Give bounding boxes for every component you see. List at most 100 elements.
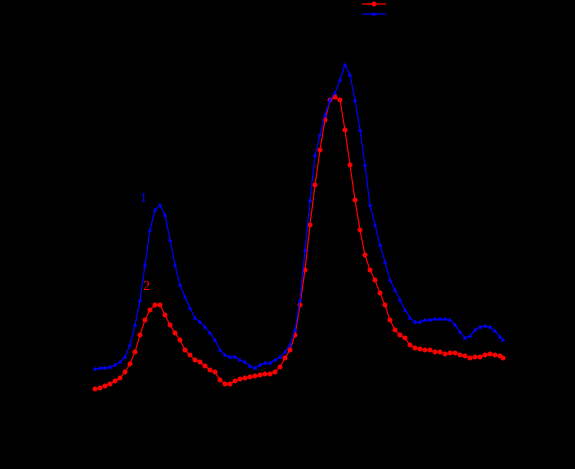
- marker: [500, 337, 506, 342]
- marker: [322, 112, 328, 117]
- marker: [262, 360, 268, 365]
- marker: [267, 371, 273, 377]
- marker: [457, 352, 463, 358]
- marker: [307, 222, 313, 228]
- marker: [392, 327, 398, 333]
- marker: [267, 360, 273, 365]
- marker: [342, 62, 348, 67]
- marker: [102, 383, 108, 389]
- marker: [422, 317, 428, 322]
- marker: [377, 290, 383, 296]
- marker: [97, 385, 103, 391]
- marker: [500, 355, 506, 361]
- marker: [202, 324, 208, 329]
- marker: [302, 247, 308, 252]
- marker: [237, 357, 243, 362]
- marker: [382, 259, 388, 264]
- marker: [287, 347, 293, 353]
- marker: [227, 381, 233, 387]
- marker: [427, 347, 433, 353]
- marker: [437, 349, 443, 355]
- marker: [197, 319, 203, 324]
- marker: [127, 342, 133, 347]
- marker: [147, 227, 153, 232]
- marker: [187, 305, 193, 310]
- marker: [497, 334, 503, 339]
- marker: [327, 97, 333, 102]
- marker: [222, 352, 228, 357]
- marker: [357, 227, 363, 233]
- marker: [347, 162, 353, 168]
- annotation: 2: [143, 279, 150, 294]
- marker: [307, 197, 313, 202]
- marker: [287, 342, 293, 347]
- marker: [162, 212, 168, 217]
- marker: [362, 162, 368, 167]
- marker: [447, 317, 453, 322]
- marker: [367, 267, 373, 273]
- marker: [272, 357, 278, 362]
- marker: [242, 359, 248, 364]
- marker: [467, 333, 473, 338]
- marker: [452, 322, 458, 327]
- marker: [277, 364, 283, 370]
- marker: [272, 369, 278, 375]
- marker: [372, 222, 378, 227]
- marker: [447, 350, 453, 356]
- marker: [127, 361, 133, 367]
- marker: [242, 375, 248, 381]
- marker: [432, 316, 438, 321]
- marker: [292, 327, 298, 332]
- marker: [172, 262, 178, 267]
- marker: [182, 294, 188, 299]
- marker: [477, 324, 483, 329]
- marker: [142, 262, 148, 267]
- marker: [157, 202, 163, 207]
- marker: [207, 367, 213, 373]
- marker: [232, 378, 238, 384]
- marker: [487, 324, 493, 329]
- marker: [472, 354, 478, 360]
- marker: [277, 354, 283, 359]
- marker: [192, 315, 198, 320]
- marker: [462, 353, 468, 359]
- marker: [252, 373, 258, 379]
- marker: [382, 302, 388, 308]
- marker: [442, 316, 448, 321]
- marker: [192, 357, 198, 363]
- marker: [482, 352, 488, 358]
- annotation: 1: [140, 191, 147, 206]
- marker: [167, 237, 173, 242]
- marker: [227, 354, 233, 359]
- marker: [122, 354, 128, 359]
- marker: [397, 297, 403, 302]
- marker: [97, 365, 103, 370]
- marker: [402, 335, 408, 341]
- marker: [142, 317, 148, 323]
- marker: [387, 277, 393, 282]
- marker: [92, 366, 98, 371]
- marker: [157, 302, 163, 308]
- marker: [147, 307, 153, 313]
- marker: [102, 365, 108, 370]
- marker: [117, 359, 123, 364]
- marker: [257, 372, 263, 378]
- marker: [212, 369, 218, 375]
- marker: [332, 90, 338, 95]
- marker: [212, 337, 218, 342]
- marker: [122, 369, 128, 375]
- marker: [412, 319, 418, 324]
- marker: [107, 364, 113, 369]
- marker: [137, 332, 143, 338]
- marker: [417, 319, 423, 324]
- marker: [427, 317, 433, 322]
- marker: [367, 202, 373, 207]
- marker: [172, 330, 178, 336]
- marker: [187, 352, 193, 358]
- marker: [312, 182, 318, 188]
- legend-marker: [371, 1, 377, 7]
- marker: [197, 359, 203, 365]
- marker: [207, 330, 213, 335]
